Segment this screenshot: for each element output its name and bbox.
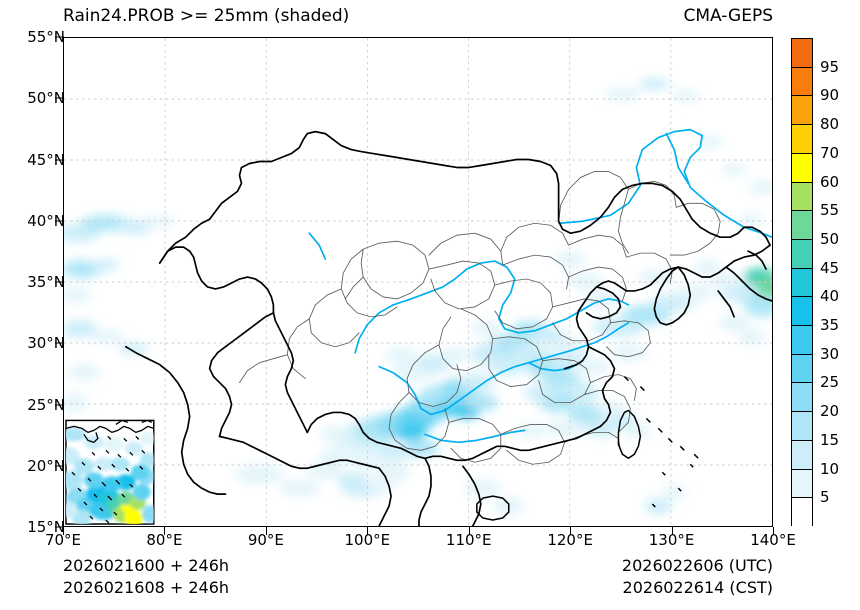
footer-init-utc: 2026021600 + 246h [63, 556, 230, 575]
map-plot-area [63, 37, 773, 527]
x-tick [265, 527, 267, 535]
x-axis-label: 70°E [44, 531, 82, 549]
y-tick [55, 97, 64, 99]
x-axis-label: 90°E [247, 531, 284, 549]
colorbar-tick-label: 55 [820, 201, 840, 220]
colorbar-tick-label: 95 [820, 57, 840, 76]
chart-title: Rain24.PROB >= 25mm (shaded) [63, 6, 350, 26]
model-label: CMA-GEPS [683, 6, 773, 26]
colorbar-segment [792, 239, 812, 269]
x-axis-label: 110°E [445, 531, 492, 549]
colorbar-tick-label: 35 [820, 316, 840, 335]
colorbar-tick-label: 20 [820, 402, 840, 421]
y-axis-label: 25°N [27, 395, 65, 414]
colorbar-segment [792, 498, 812, 527]
colorbar-tick-label: 70 [820, 143, 840, 162]
colorbar-segment [792, 153, 812, 183]
y-axis-label: 30°N [27, 334, 65, 353]
south-china-sea-inset [65, 419, 155, 525]
colorbar-segment [792, 383, 812, 413]
footer-valid-cst: 2026022614 (CST) [622, 578, 773, 597]
y-axis-label: 45°N [27, 150, 65, 169]
colorbar-tick-label: 10 [820, 459, 840, 478]
x-tick [570, 527, 572, 535]
footer-init-cst: 2026021608 + 246h [63, 578, 230, 597]
colorbar-segment [792, 440, 812, 470]
footer-valid-utc: 2026022606 (UTC) [621, 556, 773, 575]
colorbar-segment [792, 326, 812, 355]
colorbar-segment [792, 297, 812, 327]
river-layer [308, 128, 772, 444]
x-axis-label: 100°E [344, 531, 391, 549]
colorbar-tick-label: 25 [820, 373, 840, 392]
colorbar-segment [792, 96, 812, 126]
y-tick [55, 526, 64, 528]
colorbar [791, 38, 813, 527]
y-axis-label: 55°N [27, 28, 65, 46]
x-tick [671, 527, 673, 535]
x-tick [773, 527, 774, 535]
colorbar-tick-label: 90 [820, 86, 840, 105]
x-tick [164, 527, 166, 535]
x-tick [468, 527, 470, 535]
grid-lines [64, 38, 772, 526]
y-tick [55, 342, 64, 344]
x-axis-label: 120°E [547, 531, 593, 549]
colorbar-tick-label: 30 [820, 344, 840, 363]
y-tick [55, 36, 64, 38]
colorbar-segment [792, 412, 812, 441]
x-tick [367, 527, 369, 535]
colorbar-tick-label: 15 [820, 430, 840, 449]
y-tick [55, 159, 64, 160]
island-layer [476, 376, 699, 521]
y-tick [55, 281, 64, 283]
colorbar-segment [792, 67, 812, 97]
colorbar-tick-label: 40 [820, 287, 840, 306]
y-tick [55, 404, 64, 405]
x-axis-label: 80°E [146, 531, 183, 549]
x-axis-label: 130°E [648, 531, 695, 549]
colorbar-segment [792, 469, 812, 499]
y-tick [55, 465, 64, 467]
colorbar-segment [792, 182, 812, 212]
y-axis-label: 50°N [27, 89, 65, 108]
y-axis-label: 40°N [27, 211, 65, 230]
x-axis-label: 140°E [750, 531, 796, 549]
map-canvas [64, 38, 772, 526]
colorbar-segment [792, 211, 812, 240]
y-axis-label: 15°N [27, 518, 65, 536]
y-axis-label: 20°N [27, 456, 65, 475]
national-border-layer [124, 130, 772, 526]
colorbar-segment [792, 268, 812, 298]
colorbar-segment [792, 125, 812, 154]
colorbar-segment [792, 354, 812, 384]
colorbar-tick-label: 80 [820, 115, 840, 134]
y-tick [55, 220, 64, 222]
colorbar-tick-label: 45 [820, 258, 840, 277]
y-axis-label: 35°N [27, 273, 65, 291]
colorbar-segment [792, 39, 812, 68]
x-tick [63, 527, 64, 535]
colorbar-tick-label: 60 [820, 172, 840, 191]
colorbar-tick-label: 50 [820, 229, 840, 248]
colorbar-tick-label: 5 [820, 488, 830, 507]
